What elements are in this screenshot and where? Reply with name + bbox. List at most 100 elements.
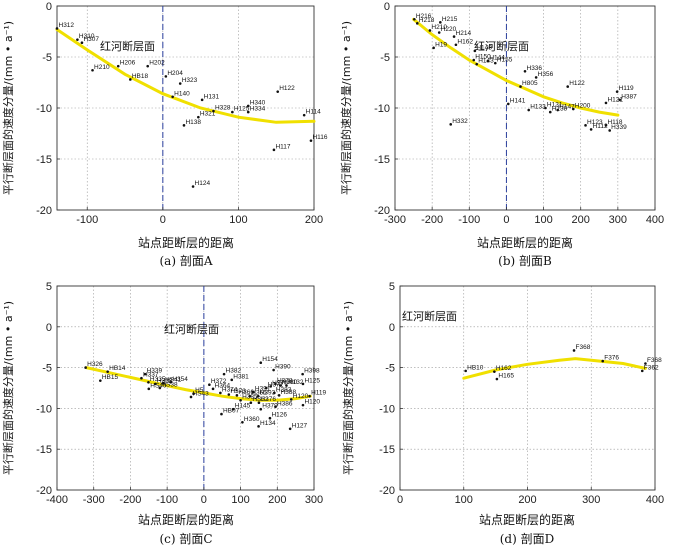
data-point-a-8 xyxy=(178,82,182,85)
point-label-c-41: H120 xyxy=(304,399,320,406)
point-label-b-20: H141 xyxy=(510,97,526,104)
point-label-a-16: H138 xyxy=(185,119,201,126)
data-point-a-14 xyxy=(246,104,250,108)
fit-curve-d xyxy=(462,357,647,380)
data-point-b-26 xyxy=(449,123,453,126)
point-label-b-2: H215 xyxy=(442,16,458,23)
data-point-c-31 xyxy=(273,391,276,395)
point-label-a-17: H122 xyxy=(279,85,295,92)
point-label-a-19: H116 xyxy=(312,134,327,141)
point-label-c-45: H360 xyxy=(244,416,260,423)
point-label-a-21: H124 xyxy=(195,180,211,187)
data-point-b-6 xyxy=(454,43,458,47)
data-point-b-30 xyxy=(608,129,611,132)
x-tick-label-b-7: 400 xyxy=(646,214,664,226)
data-point-a-0 xyxy=(55,27,59,30)
point-label-a-13: H125 xyxy=(234,106,250,113)
data-point-a-1 xyxy=(76,38,79,41)
point-label-c-0: H326 xyxy=(87,361,103,368)
point-label-b-15: H805 xyxy=(522,80,538,87)
data-point-b-12 xyxy=(493,61,497,65)
point-label-c-34: H120 xyxy=(293,393,309,400)
data-point-c-39 xyxy=(259,407,263,411)
point-label-c-42: H127 xyxy=(292,422,308,429)
y-tick-label-b-1: -5 xyxy=(380,52,390,64)
point-label-c-40: H386 xyxy=(277,400,293,407)
point-label-c-21: H373 xyxy=(230,388,246,395)
y-axis-label-c: 平行断层面的速度分量/(mm • a⁻¹) xyxy=(1,301,15,475)
point-label-c-1: HB14 xyxy=(109,365,126,372)
y-tick-label-b-4: -20 xyxy=(374,205,390,217)
data-point-a-5 xyxy=(129,78,132,81)
fit-curve-b xyxy=(412,17,620,117)
point-label-c-28: H378 xyxy=(277,377,293,384)
point-label-b-19: H121 xyxy=(607,96,623,103)
y-tick-label-c-1: 0 xyxy=(46,322,52,334)
point-label-b-17: H119 xyxy=(619,85,634,92)
point-label-a-20: H117 xyxy=(275,143,290,150)
point-label-d-1: H162 xyxy=(496,365,512,372)
data-point-a-2 xyxy=(80,41,84,45)
point-label-b-30: H339 xyxy=(611,124,627,131)
point-label-b-12: H155 xyxy=(497,57,513,64)
x-tick-label-c-2: -200 xyxy=(119,494,141,506)
x-tick-label-b-2: -100 xyxy=(458,214,480,226)
x-tick-label-d-1: 100 xyxy=(455,494,473,506)
x-tick-label-d-3: 300 xyxy=(582,494,600,506)
data-point-b-17 xyxy=(615,90,619,93)
point-label-c-2: HB15 xyxy=(102,374,119,381)
x-tick-label-b-4: 100 xyxy=(534,214,552,226)
point-label-b-25: H200 xyxy=(575,103,591,110)
data-point-b-23 xyxy=(548,110,552,114)
fit-curve-a xyxy=(55,28,316,124)
data-point-c-38 xyxy=(231,407,235,411)
point-label-c-4: H337 xyxy=(143,372,159,379)
data-point-a-6 xyxy=(146,64,150,68)
data-point-c-7 xyxy=(162,381,165,385)
point-label-b-3: H220 xyxy=(441,26,457,33)
y-axis-label-b: 平行断层面的速度分量/(mm • a⁻¹) xyxy=(339,21,353,195)
y-tick-label-c-2: -5 xyxy=(42,363,52,375)
point-label-a-12: H321 xyxy=(200,111,216,118)
x-axis-label-d: 站点距断层的距离 xyxy=(479,512,575,527)
data-point-c-14 xyxy=(259,361,263,365)
data-point-c-26 xyxy=(264,386,268,390)
y-tick-label-b-2: -10 xyxy=(374,103,390,115)
fault-annotation-d: 红河断层面 xyxy=(402,309,457,323)
point-label-c-7: HS41 xyxy=(165,377,182,384)
point-label-c-3: H339 xyxy=(147,368,163,375)
data-point-b-3 xyxy=(437,31,441,34)
point-label-c-12: H382 xyxy=(226,368,242,375)
point-label-c-14: H154 xyxy=(262,356,278,363)
data-point-c-12 xyxy=(222,372,226,376)
point-label-c-25: H393 xyxy=(260,390,276,397)
data-point-b-7 xyxy=(432,46,435,50)
x-tick-label-b-1: -200 xyxy=(421,214,443,226)
y-tick-label-b-0: 0 xyxy=(384,1,390,13)
data-point-c-8 xyxy=(169,380,173,384)
y-tick-label-b-3: -15 xyxy=(374,154,390,166)
point-label-b-0: H216 xyxy=(416,13,432,20)
data-point-c-41 xyxy=(301,403,305,407)
data-point-c-43 xyxy=(257,425,260,428)
data-point-c-27 xyxy=(269,385,272,388)
y-tick-label-d-5: -20 xyxy=(379,485,395,497)
y-tick-label-d-3: -10 xyxy=(379,403,395,415)
x-tick-label-c-0: -400 xyxy=(46,494,68,506)
point-label-b-13: H336 xyxy=(527,65,543,72)
x-tick-label-b-3: 0 xyxy=(503,214,509,226)
data-point-b-18 xyxy=(618,98,622,102)
point-label-c-43: H134 xyxy=(260,420,276,427)
data-point-c-17 xyxy=(301,382,305,386)
point-label-b-1: H218 xyxy=(419,17,435,24)
x-tick-label-c-6: 200 xyxy=(268,494,286,506)
data-point-c-11 xyxy=(189,395,193,399)
y-tick-label-d-2: -5 xyxy=(385,363,395,375)
point-label-b-5: H214 xyxy=(456,30,472,37)
point-label-a-2: H307 xyxy=(83,36,99,43)
x-tick-label-c-4: 0 xyxy=(201,494,207,506)
point-label-c-44: H126 xyxy=(271,412,287,419)
point-label-c-11: HS43 xyxy=(193,390,210,397)
data-point-d-1 xyxy=(493,370,496,373)
data-point-d-4 xyxy=(601,359,605,363)
